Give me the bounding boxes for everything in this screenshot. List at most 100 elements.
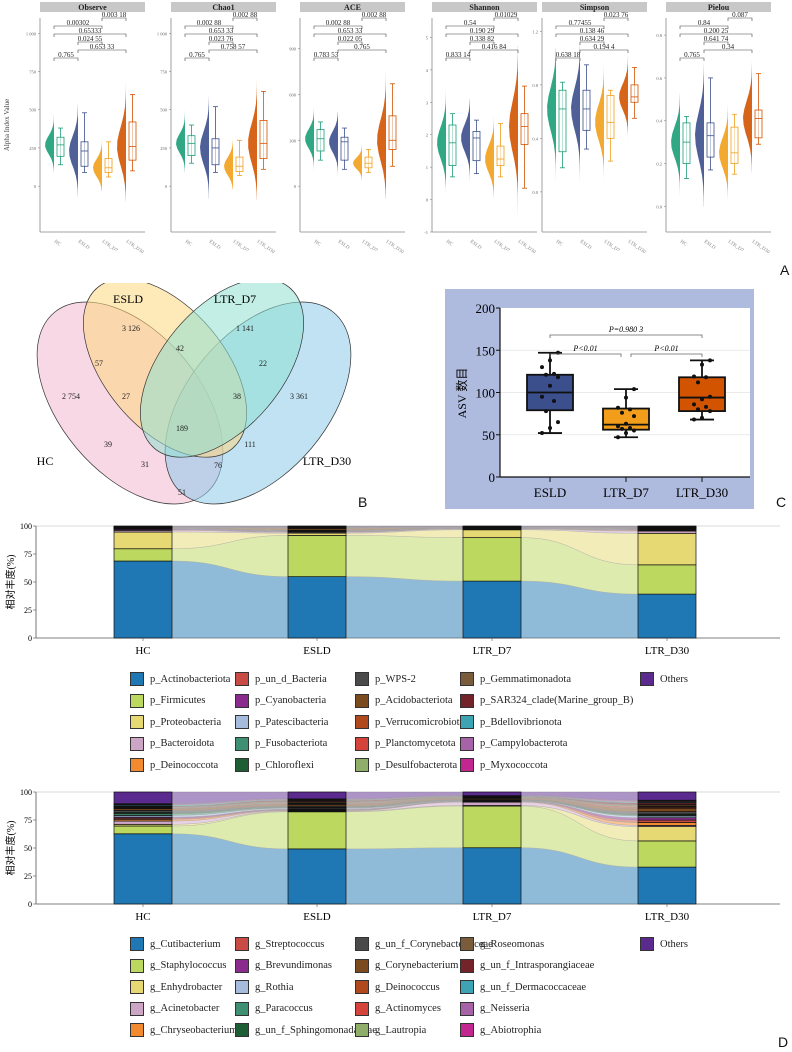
p-value-label: 0.765	[354, 43, 370, 51]
legend-label: g_Brevundimonas	[255, 960, 332, 971]
legend-label: g_Neisseria	[480, 1003, 530, 1014]
legend-label: g_Roseomonas	[480, 938, 545, 950]
venn-region-count: 42	[176, 344, 184, 353]
legend-item: p_Bacteroidota	[130, 736, 214, 751]
bar-segment	[113, 833, 173, 905]
p-value-label: 0.023 76	[604, 11, 629, 19]
y-tick-label: 0	[34, 184, 37, 189]
violin-hc	[176, 109, 185, 179]
data-point	[632, 428, 636, 433]
facet-simpson: Simpson 0.0 0.4 0.8 1.2 HC ESLD LTR_D7 LTR_D30 0.…	[532, 2, 647, 255]
legend-item: g_Staphylococcus	[130, 958, 226, 973]
p-value-label: 0.638 18	[556, 51, 581, 59]
p-value-label: 0.200 25	[704, 27, 729, 35]
legend-item: p_WPS-2	[355, 672, 416, 686]
y-tick-label: 100	[476, 386, 496, 401]
legend-item: p_Planctomycetota	[355, 736, 456, 751]
x-tick-label: LTR_D7	[361, 240, 379, 254]
y-tick-label: 5	[426, 35, 429, 40]
legend-label: g_Chryseobacterium	[150, 1024, 238, 1036]
p-value-label: 0.087	[732, 11, 748, 19]
y-tick-label: 75	[24, 550, 32, 559]
legend-label: p_Planctomycetota	[375, 738, 456, 749]
y-tick-label: 500	[160, 108, 168, 113]
legend-label: g_un_f_Corynebacteriaceae	[375, 938, 493, 950]
bar-segment	[637, 593, 697, 639]
legend-item: g_Enhydrobacter	[130, 980, 222, 994]
venn-region-count: 189	[176, 424, 188, 433]
p-value-label: 0.416 84	[482, 43, 507, 51]
y-tick-label: 0	[489, 470, 496, 485]
data-point	[696, 380, 700, 385]
p-value-label: P<0.01	[572, 344, 597, 353]
significance-bracket	[579, 49, 629, 53]
y-tick-label: 50	[24, 578, 32, 587]
violin-esld	[329, 111, 338, 186]
legend-label: g_un_f_Intrasporangiaceae	[480, 960, 595, 971]
facet-title: Observe	[78, 3, 107, 12]
legend-swatch	[355, 715, 369, 729]
box-ltr_d30	[388, 115, 397, 150]
y-axis-label: 相对丰度(%)	[4, 555, 17, 610]
legend-label: Others	[660, 938, 688, 950]
p-value-label: 0.65333	[79, 27, 102, 35]
legend-label: g_un_f_Sphingomonadaceae	[255, 1024, 377, 1036]
x-tick-label: LTR_D7	[603, 485, 649, 500]
facet-strip	[40, 2, 145, 12]
legend-label: p_Gemmatimonadota	[480, 673, 571, 685]
violin-ltr_d7	[224, 126, 233, 190]
box-ltr_d7	[364, 156, 373, 169]
venn-label-ltr-d7: LTR_D7	[214, 292, 256, 306]
significance-bracket	[77, 41, 103, 45]
significance-bracket	[445, 33, 519, 37]
bar-segment	[462, 805, 522, 849]
bar-segment	[637, 866, 697, 905]
legend-item: g_un_f_Intrasporangiaceae	[460, 958, 595, 973]
facet-strip	[432, 2, 537, 12]
legend-swatch	[460, 958, 474, 973]
legend-swatch	[460, 715, 474, 729]
data-point	[620, 426, 624, 431]
legend-swatch	[355, 937, 369, 951]
box-hc	[558, 89, 567, 153]
data-point	[540, 394, 544, 399]
legend-item: p_Chloroflexi	[235, 758, 314, 772]
legend-label: g_Lautropia	[375, 1024, 427, 1036]
phylum-legend: p_Actinobacteriota p_Firmicutes p_Proteoba…	[130, 672, 770, 782]
violin-ltr_d7	[595, 61, 604, 190]
violin-ltr_d30	[377, 50, 386, 200]
bar-segment	[113, 791, 173, 805]
bar-segment	[462, 529, 522, 538]
legend-swatch	[235, 736, 249, 751]
legend-label: g_Cutibacterium	[150, 938, 221, 950]
significance-bracket	[361, 17, 387, 21]
flow-band	[345, 525, 464, 527]
bar-segment	[637, 525, 697, 527]
data-point	[552, 398, 556, 403]
p-value-label: 0.765	[189, 51, 205, 59]
legend-item: g_Paracoccus	[235, 1001, 313, 1016]
legend-item: Others	[640, 672, 688, 686]
x-tick-label: LTR_D7	[727, 240, 745, 254]
x-tick-label: HC	[53, 240, 62, 248]
flow-band	[171, 525, 289, 527]
venn-region-count: 31	[141, 460, 149, 469]
violin-hc	[671, 91, 680, 204]
box-ltr_d7	[496, 145, 505, 166]
facet-strip	[666, 2, 771, 12]
y-tick-label: 0.0	[532, 190, 538, 195]
y-tick-label: 0.8	[656, 33, 662, 38]
y-tick-label: 0.0	[656, 204, 662, 209]
legend-swatch	[460, 672, 474, 686]
bar-segment	[113, 548, 173, 562]
x-tick-label: ESLD	[703, 240, 716, 251]
legend-swatch	[640, 672, 654, 686]
data-point	[624, 395, 628, 400]
box-ltr_d30	[128, 121, 137, 161]
p-value-label: 0.54	[464, 19, 477, 27]
violin-hc	[437, 88, 446, 203]
venn-region-count: 1 141	[236, 324, 254, 333]
bar-segment	[113, 531, 173, 550]
y-tick-label: 0	[426, 198, 429, 203]
venn-region-count: 27	[122, 392, 130, 401]
